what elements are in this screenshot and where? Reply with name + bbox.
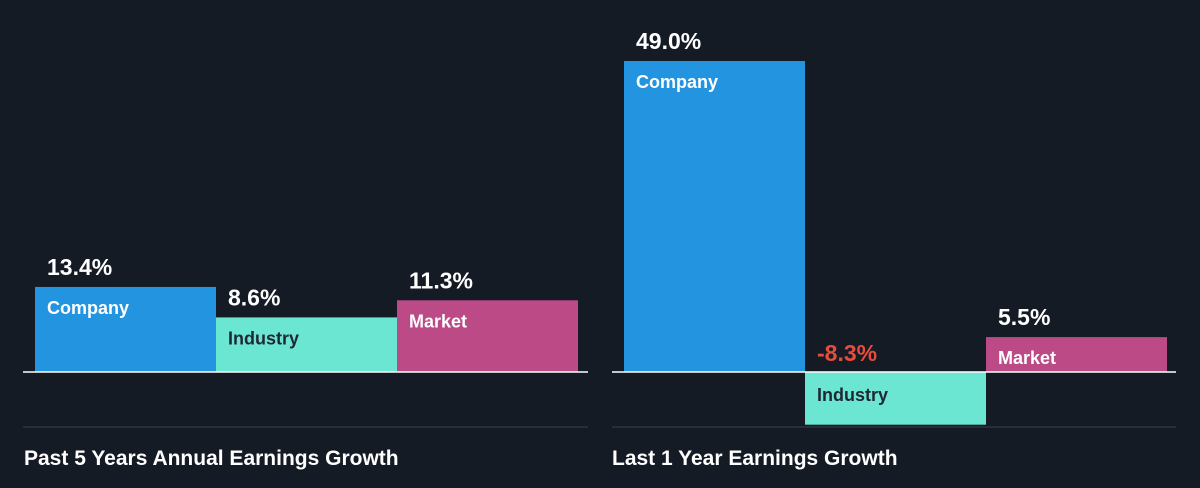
value-label-market: 5.5% [998,304,1050,330]
chart-title-last-1-year: Last 1 Year Earnings Growth [612,447,898,470]
value-label-company: 13.4% [47,254,112,280]
value-label-industry: 8.6% [228,284,280,310]
value-label-industry: -8.3% [817,340,877,366]
bar-company [624,61,805,372]
value-label-market: 11.3% [409,267,473,293]
bar-company [35,286,216,372]
category-label-industry: Industry [228,328,299,348]
category-label-company: Company [47,298,129,318]
last-1-year-panel: Last 1 Year Earnings Growth 49.0% Company… [612,28,1176,470]
category-label-market: Market [998,348,1056,368]
chart-title-past-5-years: Past 5 Years Annual Earnings Growth [24,447,399,470]
category-label-market: Market [409,311,467,331]
past-5-years-panel: Past 5 Years Annual Earnings Growth 13.4… [23,254,588,470]
category-label-company: Company [636,72,718,92]
bar-market [397,300,578,372]
value-label-company: 49.0% [636,28,701,54]
bar-market [986,337,1167,372]
category-label-industry: Industry [817,385,888,405]
bar-industry [216,317,397,372]
bar-industry [805,372,986,425]
